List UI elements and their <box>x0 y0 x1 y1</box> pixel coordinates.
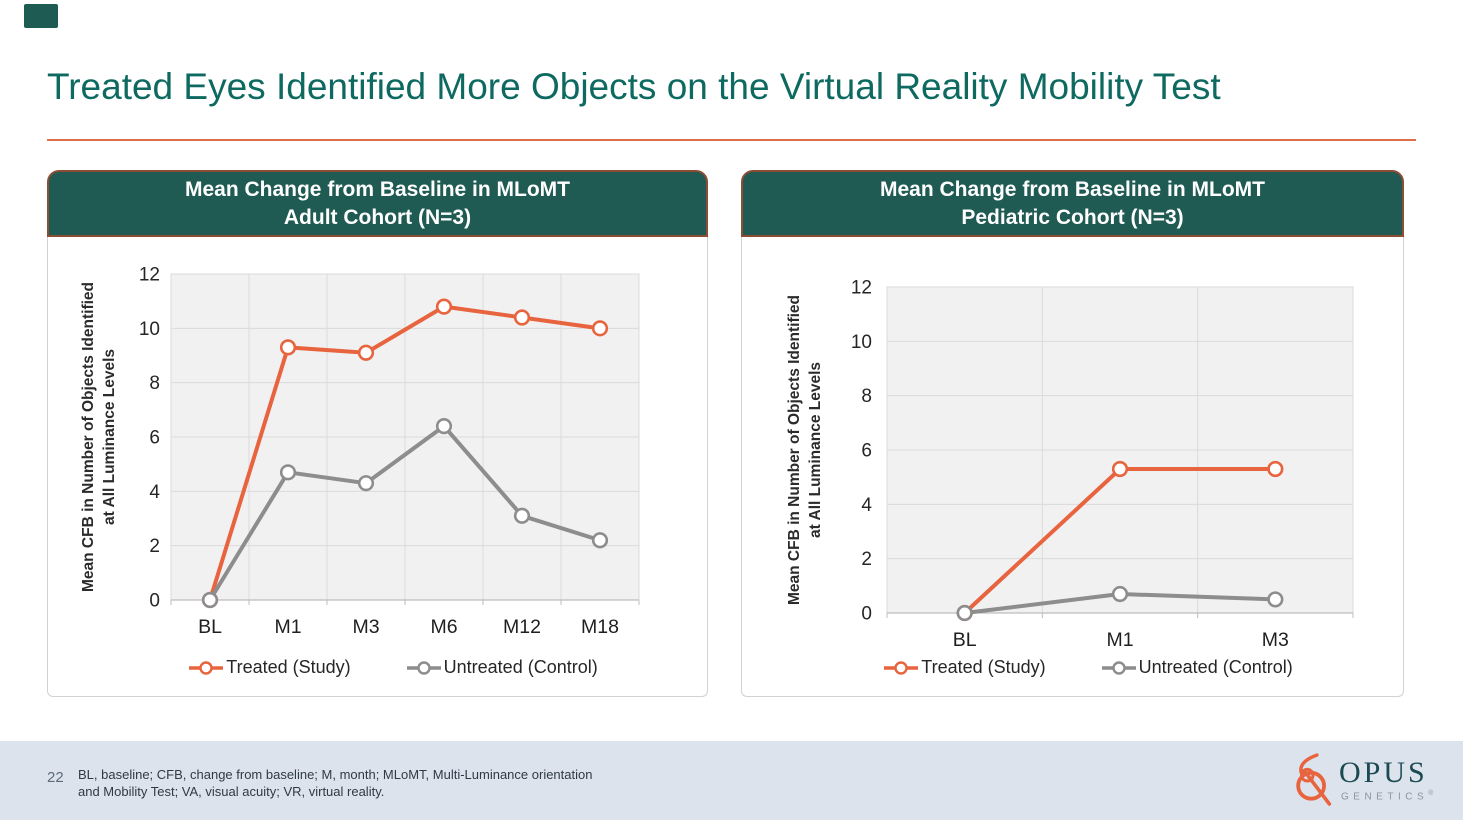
treated-legend-item: Treated (Study) <box>189 657 351 678</box>
treated-legend-item: Treated (Study) <box>884 657 1046 678</box>
footnote-line2: and Mobility Test; VA, visual acuity; VR… <box>78 784 385 799</box>
page-number: 22 <box>47 769 64 786</box>
logo-subtext-word: GENETICS <box>1341 791 1429 803</box>
legend-label: Treated (Study) <box>921 657 1046 677</box>
adult-chart-body: 0 2 4 6 8 10 12 BL M1 M3 M6 M12 M18 Mean CFB in Numbe… <box>47 237 708 697</box>
adult-chart-title-line1: Mean Change from Baseline in MLoMT <box>184 178 571 201</box>
legend-label: Untreated (Control) <box>443 657 598 677</box>
title-divider <box>47 139 1416 141</box>
y-tick-label: 0 <box>861 604 872 625</box>
legend-label: Untreated (Control) <box>1138 657 1293 677</box>
legend-label: Treated (Study) <box>226 657 351 677</box>
y-tick-label: 12 <box>851 278 872 299</box>
untreated-legend-item: Untreated (Control) <box>406 657 598 678</box>
x-tick-label: M1 <box>274 616 301 638</box>
treated-legend-marker-icon <box>884 660 919 675</box>
untreated-legend-item: Untreated (Control) <box>1101 657 1293 678</box>
untreated-legend-marker-icon <box>1101 660 1136 675</box>
pediatric-chart-header: Mean Change from Baseline in MLoMT Pedia… <box>741 170 1404 237</box>
x-tick-label: M18 <box>581 616 619 638</box>
y-tick-label: 2 <box>861 549 872 570</box>
y-axis-title-line1: Mean CFB in Number of Objects Identified <box>786 295 803 605</box>
y-tick-label: 0 <box>149 591 160 612</box>
footnote-line1: BL, baseline; CFB, change from baseline;… <box>78 767 593 782</box>
registered-mark: ® <box>1428 789 1434 797</box>
corner-accent <box>24 4 58 28</box>
y-axis-title-line2: at All Luminance Levels <box>101 349 118 525</box>
x-tick-label: M3 <box>352 616 379 638</box>
pediatric-chart-title-line2: Pediatric Cohort (N=3) <box>961 206 1184 229</box>
adult-chart-legend: Treated (Study) Untreated (Control) <box>48 657 707 678</box>
y-axis-title-line1: Mean CFB in Number of Objects Identified <box>80 282 97 592</box>
y-tick-label: 6 <box>149 428 160 449</box>
y-tick-label: 4 <box>861 495 872 516</box>
page-title: Treated Eyes Identified More Objects on … <box>47 66 1221 107</box>
pediatric-chart-title-line1: Mean Change from Baseline in MLoMT <box>879 178 1266 201</box>
y-tick-label: 12 <box>139 265 160 286</box>
adult-cohort-panel: Mean Change from Baseline in MLoMT Adult… <box>47 170 708 698</box>
y-tick-label: 6 <box>861 441 872 462</box>
y-tick-label: 4 <box>149 482 160 503</box>
x-tick-label: M3 <box>1262 629 1289 651</box>
opus-genetics-logo: OPUS GENETICS® <box>1291 751 1433 809</box>
y-tick-label: 10 <box>139 319 160 340</box>
x-tick-label: M12 <box>503 616 541 638</box>
y-tick-label: 10 <box>851 332 872 353</box>
pediatric-chart-body: 0 2 4 6 8 10 12 BL M1 M3 Mean CFB in Number of Obj… <box>741 237 1404 697</box>
pediatric-cohort-panel: Mean Change from Baseline in MLoMT Pedia… <box>741 170 1404 698</box>
opus-logo-mark-icon <box>1296 753 1332 806</box>
pediatric-chart-legend: Treated (Study) Untreated (Control) <box>742 657 1403 678</box>
y-tick-label: 8 <box>149 373 160 394</box>
x-tick-label: BL <box>953 629 977 651</box>
adult-chart-title-line2: Adult Cohort (N=3) <box>283 206 472 229</box>
x-tick-label: BL <box>198 616 222 638</box>
x-tick-label: M1 <box>1106 629 1133 651</box>
logo-subtext: GENETICS® <box>1339 790 1433 802</box>
y-axis-title-line2: at All Luminance Levels <box>807 362 824 538</box>
adult-line-chart: 0 2 4 6 8 10 12 BL M1 M3 M6 M12 M18 Mean CFB in Numbe… <box>80 265 640 638</box>
treated-legend-marker-icon <box>189 660 224 675</box>
adult-chart-header: Mean Change from Baseline in MLoMT Adult… <box>47 170 708 237</box>
pediatric-line-chart: 0 2 4 6 8 10 12 BL M1 M3 Mean CFB in Number of Obj… <box>786 278 1354 651</box>
footnote: BL, baseline; CFB, change from baseline;… <box>78 766 592 800</box>
y-tick-label: 8 <box>861 386 872 407</box>
footer-bar: 22 BL, baseline; CFB, change from baseli… <box>0 741 1463 820</box>
untreated-legend-marker-icon <box>406 660 441 675</box>
x-tick-label: M6 <box>430 616 457 638</box>
logo-text: OPUS GENETICS® <box>1339 755 1433 802</box>
y-tick-label: 2 <box>149 536 160 557</box>
logo-name: OPUS <box>1339 755 1428 789</box>
